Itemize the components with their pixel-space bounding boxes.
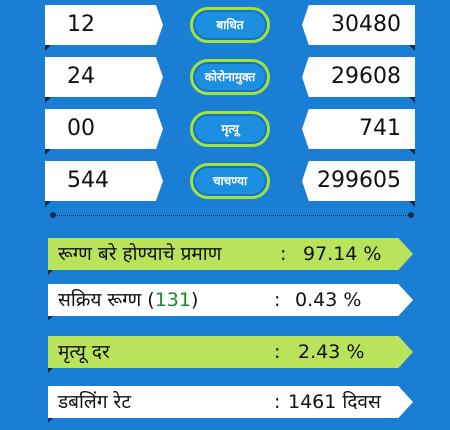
death-rate-separator: :	[274, 341, 281, 363]
recovered-total-value: 29608	[302, 57, 415, 97]
tests-label-pill: चाचण्या	[190, 163, 270, 199]
death-rate-bar: मृत्यू दर : 2.43 %	[48, 336, 413, 368]
fold-corner-icon	[409, 149, 415, 155]
recovery-rate-separator: :	[280, 243, 287, 265]
affected-today-value: 12	[45, 5, 163, 45]
active-patients-label: सक्रिय रूग्ण (131)	[58, 289, 199, 311]
row-deaths: 00 मृत्यू 741	[0, 109, 450, 155]
recovery-rate-bar: रूग्ण बरे होण्याचे प्रमाण : 97.14 %	[48, 238, 413, 270]
fold-corner-icon	[45, 201, 51, 207]
death-rate-label: मृत्यू दर	[58, 341, 110, 363]
dotted-divider	[52, 215, 412, 216]
active-patients-separator: :	[274, 289, 281, 311]
affected-label-pill: बाधित	[190, 7, 270, 43]
fold-corner-icon	[48, 418, 53, 423]
active-patients-bar: सक्रिय रूग्ण (131) : 0.43 %	[48, 284, 413, 316]
fold-corner-icon	[48, 316, 53, 321]
death-rate-value: 2.43 %	[298, 341, 365, 363]
fold-corner-icon	[409, 201, 415, 207]
recovered-today-value: 24	[45, 57, 163, 97]
tests-total-value: 299605	[302, 161, 415, 201]
recovered-label-pill: कोरोनामुक्त	[190, 59, 270, 95]
doubling-rate-label: डबलिंग रेट	[58, 391, 131, 413]
doubling-rate-bar: डबलिंग रेट : 1461 दिवस	[48, 386, 413, 418]
recovery-rate-value: 97.14 %	[303, 243, 382, 265]
deaths-label-pill: मृत्यू	[190, 111, 270, 147]
row-affected: 12 बाधित 30480	[0, 5, 450, 51]
fold-corner-icon	[409, 45, 415, 51]
fold-corner-icon	[45, 45, 51, 51]
affected-total-value: 30480	[302, 5, 415, 45]
fold-corner-icon	[48, 368, 53, 373]
fold-corner-icon	[48, 270, 53, 275]
row-recovered: 24 कोरोनामुक्त 29608	[0, 57, 450, 103]
recovery-rate-label: रूग्ण बरे होण्याचे प्रमाण	[58, 243, 222, 265]
fold-corner-icon	[409, 97, 415, 103]
doubling-rate-separator: :	[274, 391, 281, 413]
deaths-total-value: 741	[302, 109, 415, 149]
deaths-today-value: 00	[45, 109, 163, 149]
fold-corner-icon	[45, 97, 51, 103]
row-tests: 544 चाचण्या 299605	[0, 161, 450, 207]
tests-today-value: 544	[45, 161, 163, 201]
doubling-rate-value: 1461 दिवस	[288, 391, 381, 413]
active-patients-value: 0.43 %	[295, 289, 362, 311]
fold-corner-icon	[45, 149, 51, 155]
active-patients-count: 131	[154, 289, 191, 311]
divider-end-dot	[50, 212, 56, 218]
divider-end-dot	[408, 212, 414, 218]
